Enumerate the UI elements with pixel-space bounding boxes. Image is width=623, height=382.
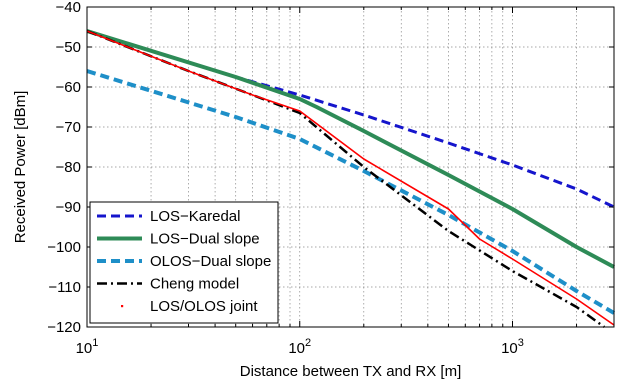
legend-marker xyxy=(121,305,124,308)
legend: LOS−Karedal LOS−Dual slope OLOS−Dual slope… xyxy=(89,201,279,324)
plot-series xyxy=(86,29,616,329)
x-tick-exponent: 2 xyxy=(305,337,311,349)
x-tick-base: 10 xyxy=(288,340,305,357)
x-tick-base: 10 xyxy=(501,340,518,357)
series-line-olos-dual-slope xyxy=(86,69,616,315)
y-tick-label: −110 xyxy=(48,279,81,296)
y-tick-label: −40 xyxy=(56,0,81,16)
legend-box xyxy=(89,201,279,324)
y-tick-label: −100 xyxy=(47,239,81,256)
y-tick-label: −90 xyxy=(56,199,81,216)
legend-label: Cheng model xyxy=(150,276,239,293)
y-tick-label: −50 xyxy=(56,39,81,56)
legend-label: LOS−Dual slope xyxy=(150,231,260,248)
x-tick-base: 10 xyxy=(76,340,93,357)
grid xyxy=(87,7,614,327)
x-tick-exponent: 3 xyxy=(518,337,524,349)
y-tick-label: −80 xyxy=(56,159,81,176)
x-tick-label: 102 xyxy=(288,337,311,357)
axis-ticks xyxy=(87,6,614,328)
series-line-cheng-model xyxy=(86,29,606,329)
x-axis-label: Distance between TX and RX [m] xyxy=(240,363,462,380)
series-line-los-olos-joint xyxy=(86,30,615,326)
legend-label: LOS−Karedal xyxy=(150,208,240,225)
series-line-los-dual-slope xyxy=(86,29,615,269)
y-tick-label: −60 xyxy=(56,79,81,96)
x-tick-label: 101 xyxy=(76,337,99,357)
legend-label: LOS/OLOS joint xyxy=(150,298,258,315)
y-axis-label: Received Power [dBm] xyxy=(12,91,29,244)
x-tick-exponent: 1 xyxy=(92,337,98,349)
legend-label: OLOS−Dual slope xyxy=(150,253,271,270)
y-tick-label: −120 xyxy=(47,319,81,336)
x-tick-label: 103 xyxy=(501,337,524,357)
y-tick-label: −70 xyxy=(56,119,81,136)
